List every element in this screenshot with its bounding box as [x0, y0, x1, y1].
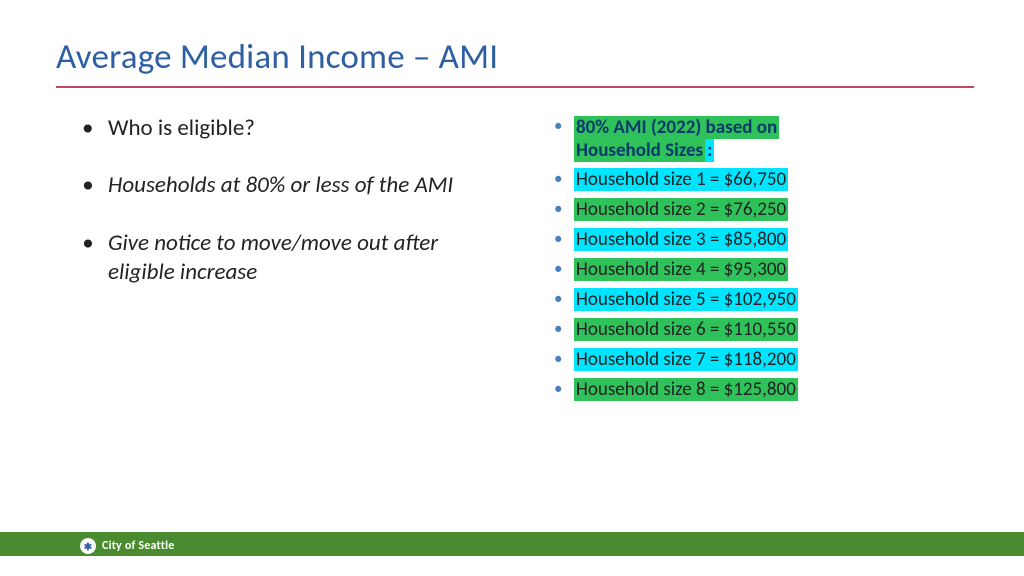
- seal-icon: ✱: [80, 538, 96, 554]
- title-underline: [56, 86, 974, 88]
- right-item-3: Household size 4 = $95,300: [554, 260, 974, 281]
- left-bullet-list: Who is eligible? Households at 80% or les…: [82, 114, 482, 288]
- slide: Average Median Income – AMI Who is eligi…: [0, 0, 1024, 576]
- right-item-6: Household size 7 = $118,200: [554, 350, 974, 371]
- right-column: 80% AMI (2022) based onHousehold Sizes: H…: [554, 116, 974, 409]
- right-item-0: Household size 1 = $66,750: [554, 170, 974, 191]
- right-bullet-list: 80% AMI (2022) based onHousehold Sizes: H…: [554, 116, 974, 400]
- right-item-4: Household size 5 = $102,950: [554, 290, 974, 311]
- right-item-7: Household size 8 = $125,800: [554, 380, 974, 401]
- left-bullet-0: Who is eligible?: [82, 114, 482, 143]
- right-item-1: Household size 2 = $76,250: [554, 200, 974, 221]
- footer-org-text: City of Seattle: [102, 539, 175, 553]
- footer-logo: ✱ City of Seattle: [80, 538, 175, 554]
- left-bullet-2: Give notice to move/move out after eligi…: [82, 229, 482, 288]
- right-header: 80% AMI (2022) based onHousehold Sizes:: [554, 116, 974, 162]
- right-item-5: Household size 6 = $110,550: [554, 320, 974, 341]
- slide-title: Average Median Income – AMI: [56, 36, 498, 78]
- left-column: Who is eligible? Households at 80% or les…: [82, 114, 482, 316]
- right-item-2: Household size 3 = $85,800: [554, 230, 974, 251]
- left-bullet-1: Households at 80% or less of the AMI: [82, 171, 482, 200]
